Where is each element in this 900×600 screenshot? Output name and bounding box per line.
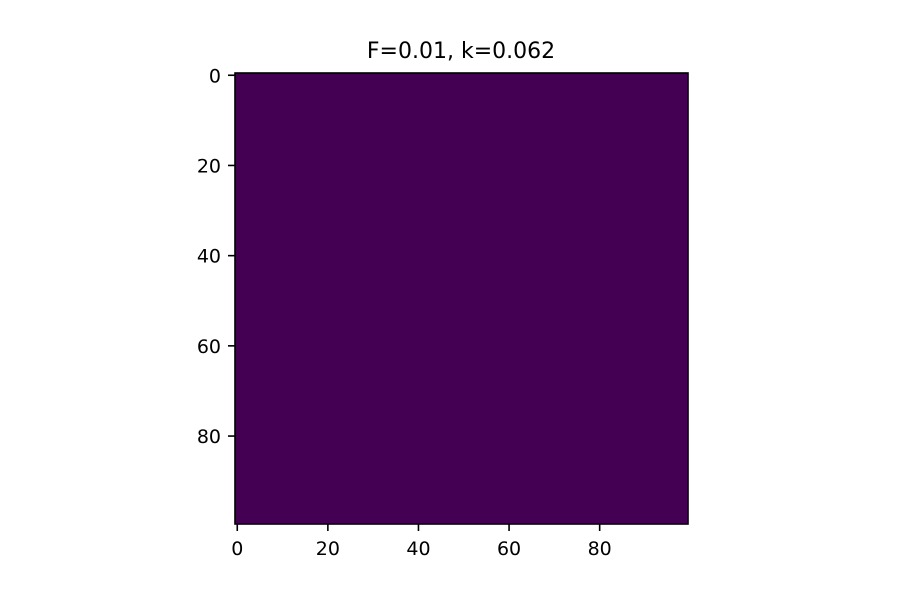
- axes-frame: [234, 72, 689, 525]
- y-axis-ticks: 0 20 40 60 80: [197, 65, 235, 448]
- x-tick-label: 0: [231, 538, 243, 560]
- heatmap-image: [235, 73, 688, 524]
- x-tick-label: 80: [588, 538, 612, 560]
- y-tick-label: 20: [197, 155, 221, 177]
- y-tick-label: 60: [197, 336, 221, 358]
- y-tick-label: 0: [209, 65, 221, 87]
- x-tick-label: 60: [497, 538, 521, 560]
- x-tick-label: 40: [406, 538, 430, 560]
- x-tick-label: 20: [316, 538, 340, 560]
- chart-title: F=0.01, k=0.062: [367, 39, 555, 64]
- x-axis-ticks: 0 20 40 60 80: [231, 524, 612, 560]
- y-tick-label: 80: [197, 426, 221, 448]
- y-tick-label: 40: [197, 246, 221, 268]
